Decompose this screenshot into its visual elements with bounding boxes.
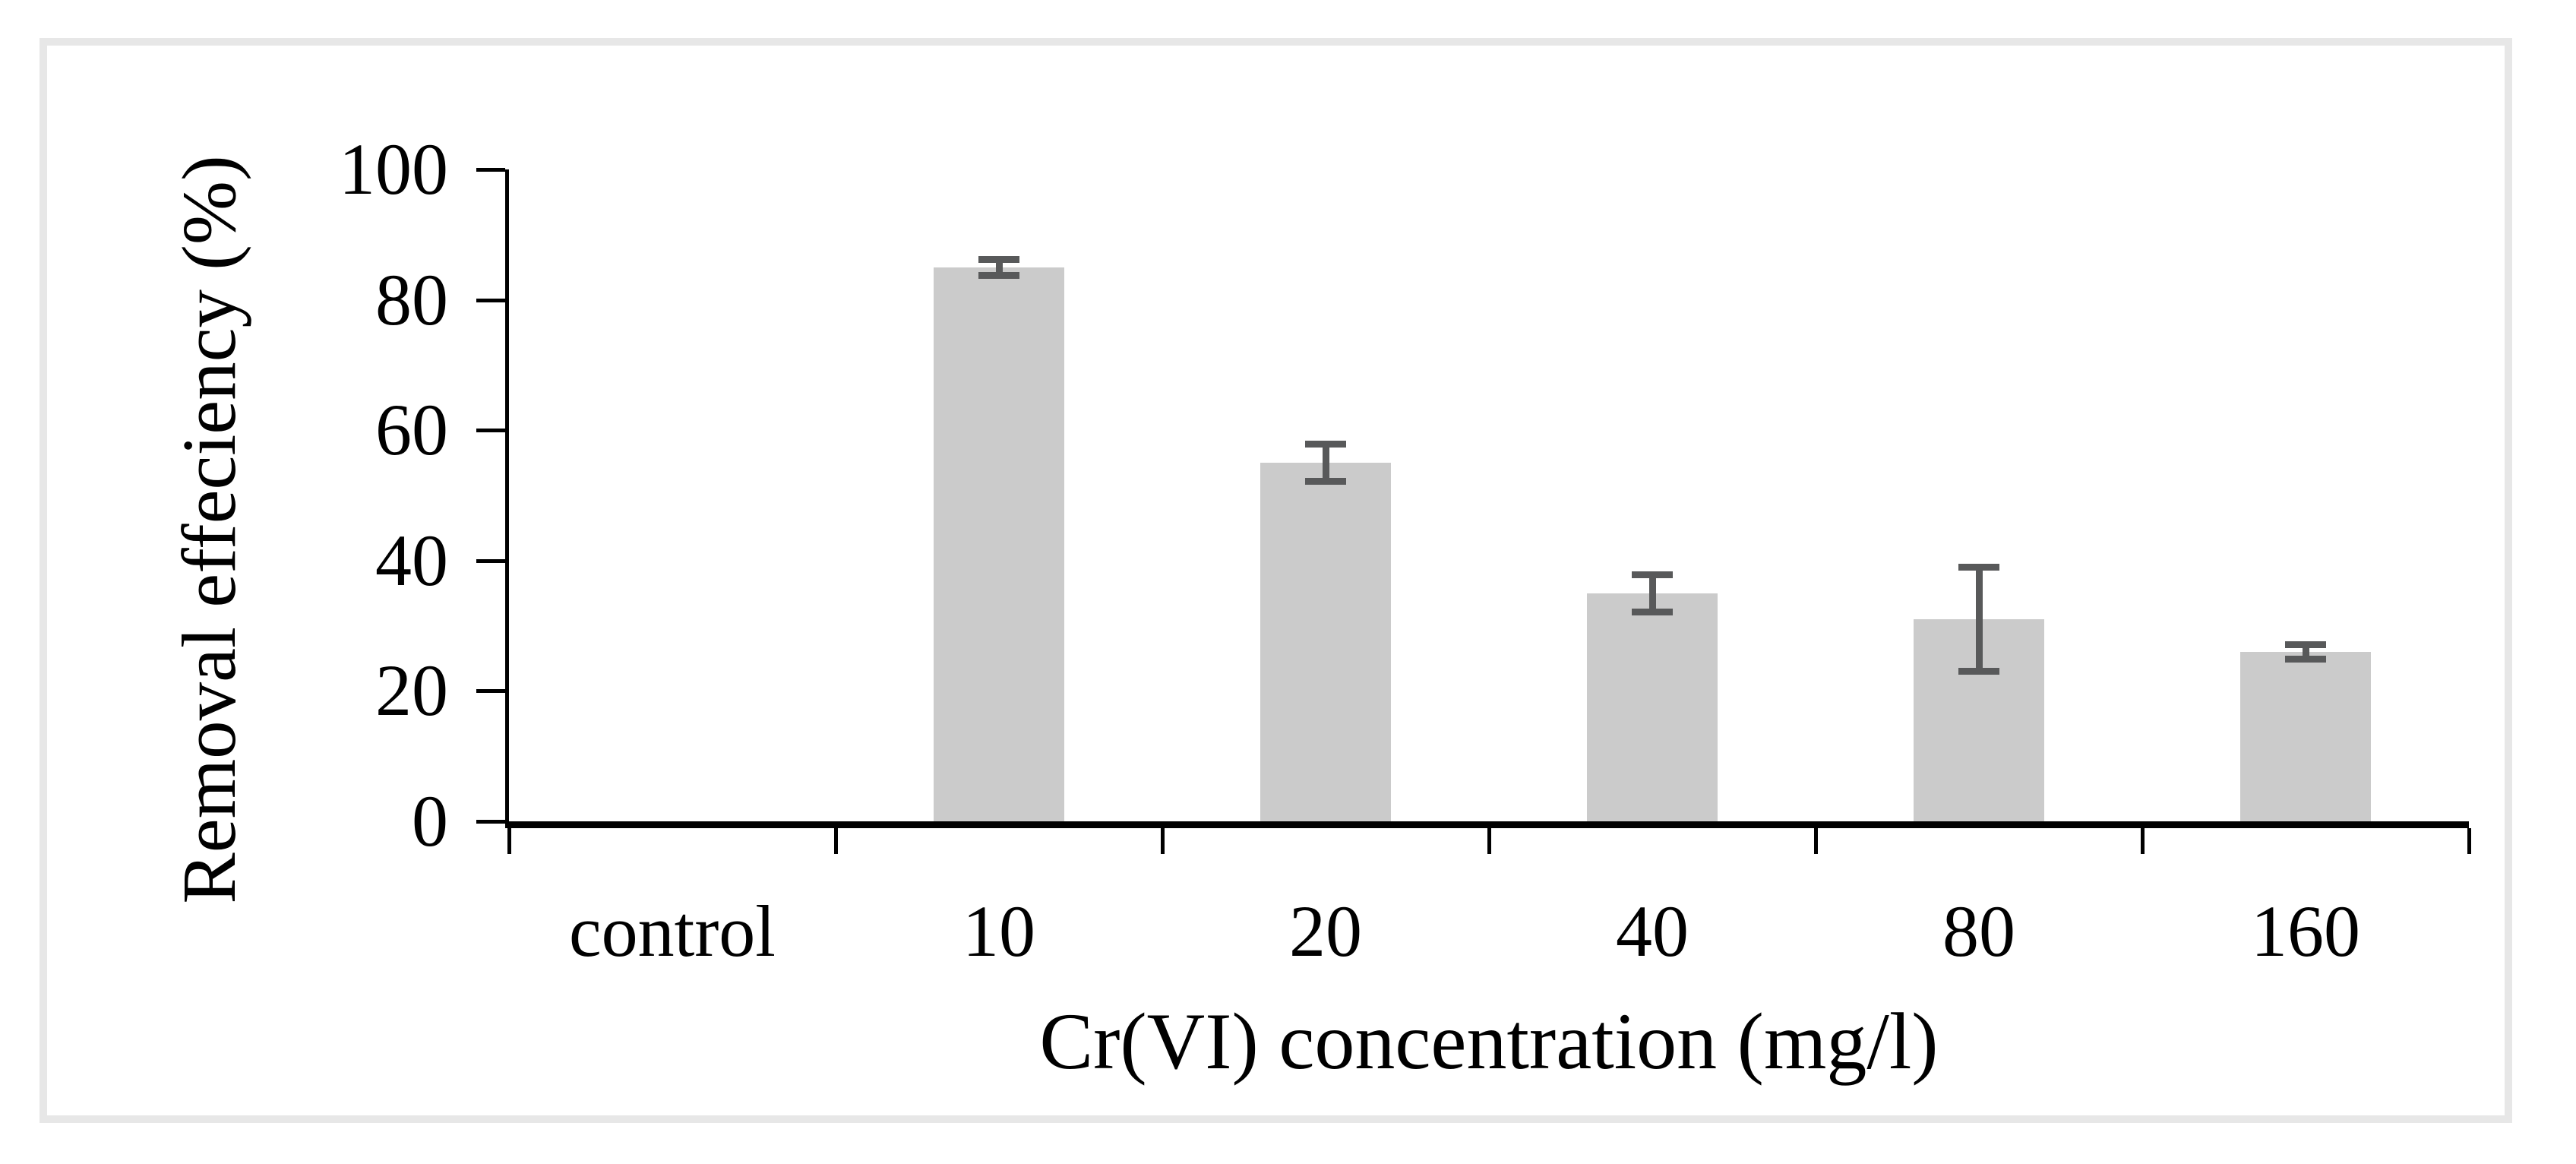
y-tick-label: 0 (412, 780, 448, 862)
error-bar-stem-160 (2302, 644, 2309, 660)
error-bar-stem-10 (995, 258, 1003, 276)
figure-border: Removal effeciency (%) Cr(VI) concentrat… (40, 38, 2512, 1123)
plot-area: Cr(VI) concentration (mg/l) 0 20 40 60 80 100… (339, 128, 2471, 1086)
bar-20 (1260, 463, 1391, 821)
x-category-label-80: 80 (1942, 890, 2015, 972)
x-axis-line (505, 821, 2469, 828)
y-tick-label: 40 (375, 519, 448, 601)
x-tick (834, 828, 838, 854)
error-bar-cap-top-160 (2285, 641, 2326, 648)
error-bar-stem-40 (1648, 574, 1656, 612)
y-tick-label: 100 (339, 128, 448, 210)
error-bar-cap-top-20 (1305, 441, 1346, 448)
x-tick (2467, 828, 2471, 854)
y-tick-label: 80 (375, 258, 448, 340)
x-tick (2141, 828, 2145, 854)
error-bar-cap-top-40 (1632, 571, 1673, 578)
bar-10 (934, 267, 1064, 821)
y-tick (476, 168, 505, 172)
x-tick (1161, 828, 1165, 854)
error-bar-cap-bottom-80 (1958, 667, 1999, 675)
y-tick-label: 20 (375, 650, 448, 732)
error-bar-stem-20 (1322, 444, 1329, 482)
error-bar-cap-top-10 (978, 255, 1019, 263)
y-tick (476, 298, 505, 302)
x-category-label-160: 160 (2251, 890, 2360, 972)
x-tick (1487, 828, 1491, 854)
y-tick (476, 689, 505, 694)
y-tick (476, 820, 505, 824)
error-bar-cap-bottom-10 (978, 271, 1019, 279)
x-tick (507, 828, 511, 854)
y-axis-line (505, 169, 509, 828)
x-category-label-40: 40 (1616, 890, 1689, 972)
error-bar-cap-bottom-40 (1632, 608, 1673, 615)
y-tick-label: 60 (375, 389, 448, 471)
x-category-label-control: control (569, 890, 776, 972)
x-tick (1814, 828, 1818, 854)
error-bar-stem-80 (1975, 567, 1983, 672)
bar-160 (2240, 651, 2371, 821)
x-category-label-10: 10 (962, 890, 1035, 972)
y-tick (476, 558, 505, 563)
x-axis-title: Cr(VI) concentration (mg/l) (1039, 997, 1939, 1086)
error-bar-cap-top-80 (1958, 564, 1999, 571)
error-bar-cap-bottom-160 (2285, 656, 2326, 663)
x-category-label-20: 20 (1289, 890, 1362, 972)
y-tick (476, 429, 505, 433)
error-bar-cap-bottom-20 (1305, 477, 1346, 485)
bar-40 (1587, 593, 1718, 821)
